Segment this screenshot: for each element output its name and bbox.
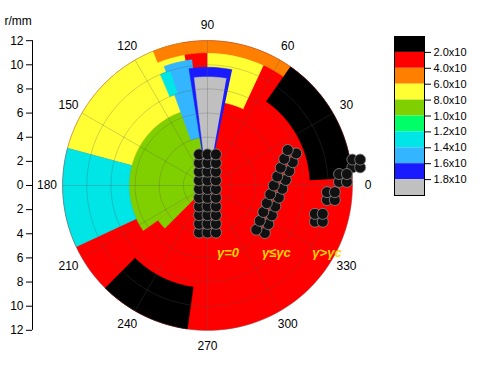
svg-text:6.0x10: 6.0x10 bbox=[434, 78, 467, 90]
svg-text:270: 270 bbox=[197, 339, 217, 353]
svg-text:1.6x10: 1.6x10 bbox=[434, 157, 467, 169]
svg-text:10: 10 bbox=[10, 58, 24, 72]
svg-text:8: 8 bbox=[17, 275, 24, 289]
svg-text:γ≤γc: γ≤γc bbox=[262, 245, 292, 260]
svg-text:300: 300 bbox=[278, 317, 298, 331]
svg-text:γ>γc: γ>γc bbox=[312, 245, 342, 260]
svg-text:90: 90 bbox=[201, 18, 215, 32]
svg-text:1.4x10: 1.4x10 bbox=[434, 141, 467, 153]
svg-text:210: 210 bbox=[58, 259, 78, 273]
svg-text:120: 120 bbox=[117, 39, 137, 53]
svg-text:150: 150 bbox=[58, 98, 78, 112]
svg-text:2: 2 bbox=[17, 154, 24, 168]
svg-text:180: 180 bbox=[37, 178, 57, 192]
svg-text:8: 8 bbox=[17, 82, 24, 96]
svg-text:1.8x10: 1.8x10 bbox=[434, 173, 467, 185]
svg-text:6: 6 bbox=[17, 251, 24, 265]
svg-text:0: 0 bbox=[17, 178, 24, 192]
svg-text:10: 10 bbox=[10, 299, 24, 313]
svg-text:4: 4 bbox=[17, 227, 24, 241]
svg-text:6: 6 bbox=[17, 106, 24, 120]
svg-text:γ=0: γ=0 bbox=[217, 245, 240, 260]
svg-text:1.0x10: 1.0x10 bbox=[434, 110, 467, 122]
svg-text:240: 240 bbox=[117, 317, 137, 331]
svg-text:1.2x10: 1.2x10 bbox=[434, 125, 467, 137]
svg-text:4.0x10: 4.0x10 bbox=[434, 62, 467, 74]
svg-text:12: 12 bbox=[10, 34, 24, 48]
svg-text:2: 2 bbox=[17, 202, 24, 216]
svg-text:0: 0 bbox=[365, 178, 372, 192]
svg-text:12: 12 bbox=[10, 323, 24, 337]
svg-text:r/mm: r/mm bbox=[5, 14, 32, 28]
svg-text:4: 4 bbox=[17, 130, 24, 144]
svg-text:60: 60 bbox=[281, 39, 295, 53]
svg-text:330: 330 bbox=[336, 259, 356, 273]
svg-text:30: 30 bbox=[340, 98, 354, 112]
svg-text:2.0x10: 2.0x10 bbox=[434, 46, 467, 58]
svg-text:8.0x10: 8.0x10 bbox=[434, 94, 467, 106]
